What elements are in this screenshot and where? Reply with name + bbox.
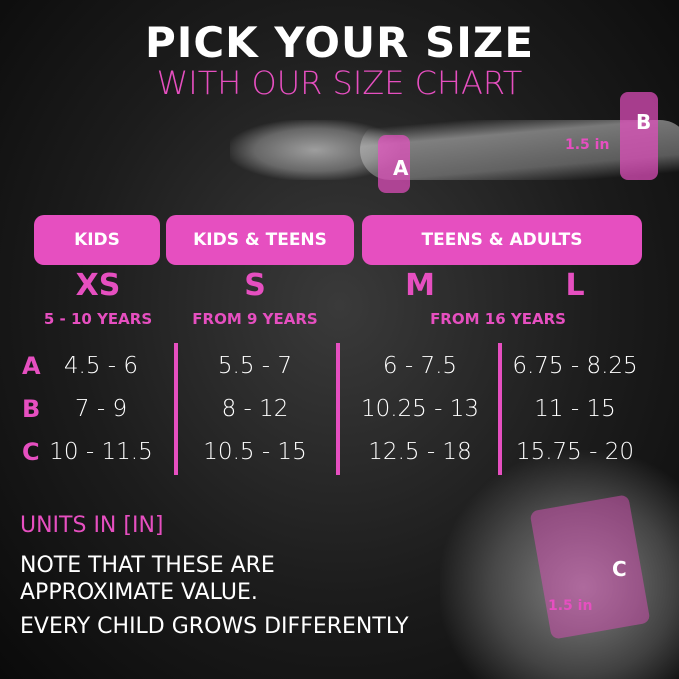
table-cell: 8 - 12: [221, 396, 289, 422]
age-m-l: FROM 16 YEARS: [430, 310, 566, 328]
band-c-label: C: [612, 557, 627, 581]
column-divider: [336, 343, 340, 475]
table-cell: 7 - 9: [74, 396, 128, 422]
size-xs: XS: [75, 268, 121, 303]
size-l: L: [565, 268, 585, 303]
table-cell: 10 - 11.5: [49, 439, 153, 465]
group-kids-teens: KIDS & TEENS: [166, 215, 354, 265]
band-a-label: A: [393, 156, 409, 180]
band-a: [378, 135, 410, 193]
table-cell: 10.5 - 15: [203, 439, 307, 465]
column-divider: [174, 343, 178, 475]
note-line-3: EVERY CHILD GROWS DIFFERENTLY: [20, 614, 409, 639]
table-cell: 5.5 - 7: [217, 353, 293, 379]
size-m: M: [405, 268, 435, 303]
table-cell: 6 - 7.5: [382, 353, 458, 379]
page-subtitle: WITH OUR SIZE CHART: [156, 64, 523, 102]
arm-skeleton-illustration: [230, 100, 679, 190]
table-cell: 4.5 - 6: [63, 353, 139, 379]
band-b-label: B: [636, 110, 652, 134]
knee-skeleton-illustration: [440, 450, 679, 679]
age-xs: 5 - 10 YEARS: [43, 310, 153, 328]
units-label: UNITS IN [IN]: [20, 513, 164, 538]
age-s: FROM 9 YEARS: [192, 310, 318, 328]
table-cell: 11 - 15: [534, 396, 616, 422]
column-divider: [498, 343, 502, 475]
row-label-a: A: [22, 352, 41, 380]
note-line-2: APPROXIMATE VALUE.: [20, 580, 258, 605]
band-b: [620, 92, 658, 180]
width-label-bottom: 1.5 in: [548, 598, 593, 614]
size-s: S: [244, 268, 266, 303]
table-cell: 6.75 - 8.25: [512, 353, 638, 379]
row-label-b: B: [22, 395, 41, 423]
group-kids: KIDS: [34, 215, 160, 265]
group-teens-adults: TEENS & ADULTS: [362, 215, 642, 265]
note-line-1: NOTE THAT THESE ARE: [20, 553, 275, 578]
width-label-top: 1.5 in: [565, 137, 610, 153]
row-label-c: C: [22, 438, 40, 466]
page-title: PICK YOUR SIZE: [144, 18, 535, 67]
table-cell: 10.25 - 13: [360, 396, 480, 422]
